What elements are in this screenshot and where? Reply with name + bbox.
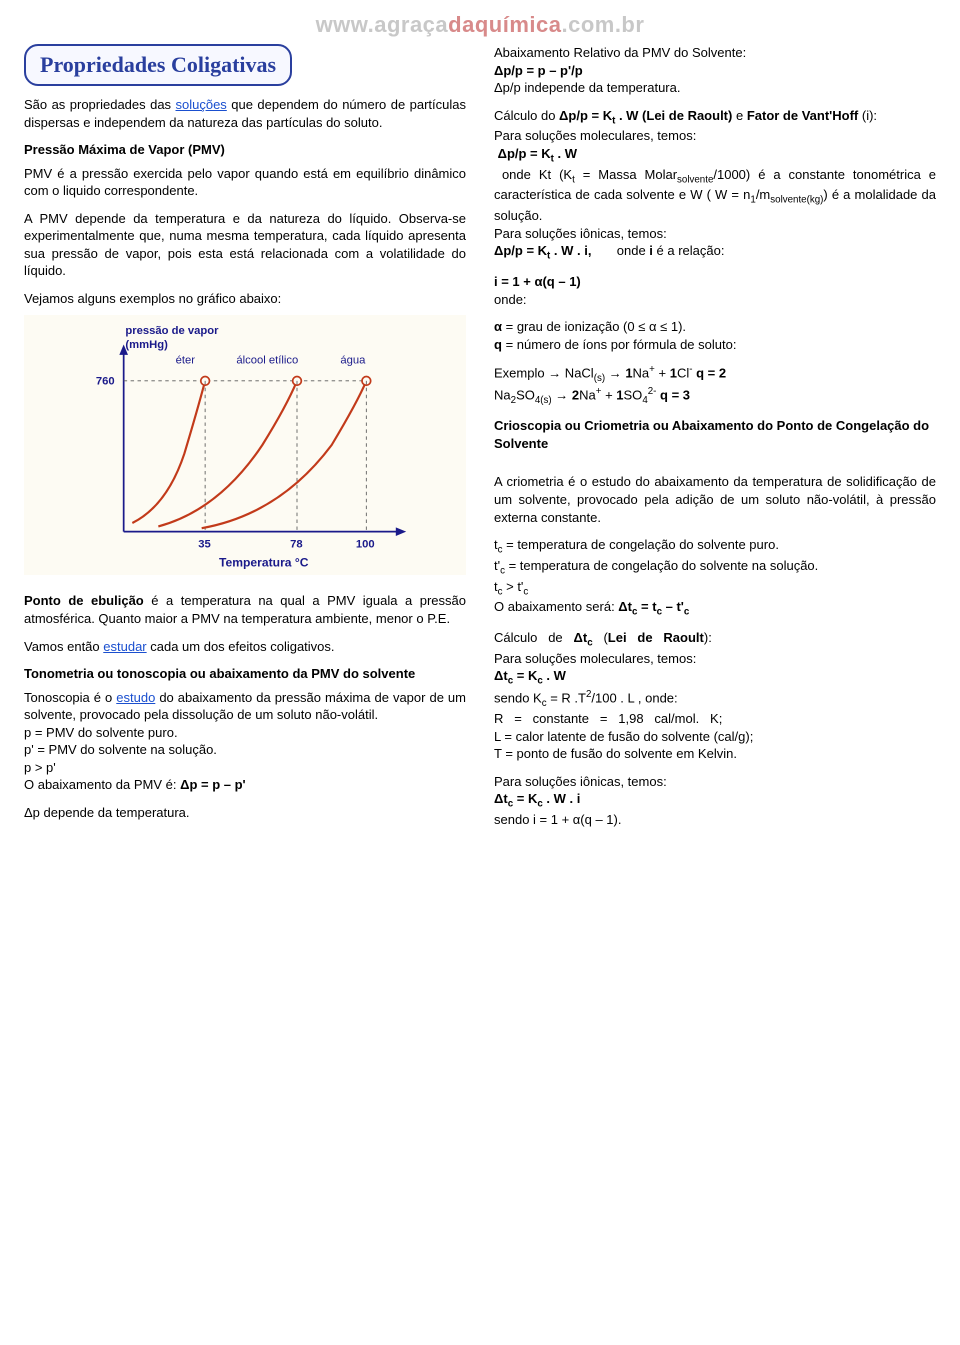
svg-text:35: 35 bbox=[198, 539, 211, 551]
svg-text:100: 100 bbox=[356, 539, 375, 551]
tonoscopia-paragraph: Tonoscopia é o estudo do abaixamento da … bbox=[24, 689, 466, 794]
link-estudo[interactable]: estudo bbox=[116, 690, 155, 705]
vapor-pressure-chart: pressão de vapor (mmHg) 760 éter álcool … bbox=[24, 315, 466, 575]
pmv-p2: A PMV depende da temperatura e da nature… bbox=[24, 210, 466, 280]
svg-text:álcool etílico: álcool etílico bbox=[236, 355, 298, 367]
crio-lines: tc = temperatura de congelação do solven… bbox=[494, 536, 936, 619]
i-eq-paragraph: i = 1 + α(q – 1) onde: bbox=[494, 273, 936, 308]
crio-calc: Cálculo de Δtc (Lei de Raoult): Para sol… bbox=[494, 629, 936, 763]
content-columns: Propriedades Coligativas São as propried… bbox=[24, 44, 936, 839]
page-title: Propriedades Coligativas bbox=[40, 52, 276, 78]
crio-ion: Para soluções iônicas, temos: Δtc = Kc .… bbox=[494, 773, 936, 829]
vamos-paragraph: Vamos então estudar cada um dos efeitos … bbox=[24, 638, 466, 656]
dp-temp: Δp depende da temperatura. bbox=[24, 804, 466, 822]
crioscopia-title: Crioscopia ou Criometria ou Abaixamento … bbox=[494, 417, 936, 452]
calc-paragraph: Cálculo do Δp/p = Kt . W (Lei de Raoult)… bbox=[494, 107, 936, 263]
link-solucoes[interactable]: soluções bbox=[176, 97, 227, 112]
svg-text:éter: éter bbox=[176, 355, 196, 367]
right-column: Abaixamento Relativo da PMV do Solvente:… bbox=[494, 44, 936, 839]
boiling-point-paragraph: Ponto de ebulição é a temperatura na qua… bbox=[24, 592, 466, 627]
left-column: Propriedades Coligativas São as propried… bbox=[24, 44, 466, 839]
svg-text:pressão de vapor: pressão de vapor bbox=[125, 326, 219, 338]
svg-text:água: água bbox=[340, 355, 366, 367]
watermark: www.agraçadaquímica.com.br bbox=[24, 12, 936, 38]
svg-text:760: 760 bbox=[96, 376, 115, 388]
svg-text:(mmHg): (mmHg) bbox=[125, 339, 168, 351]
pmv-title: Pressão Máxima de Vapor (PMV) bbox=[24, 141, 466, 159]
abx-paragraph: Abaixamento Relativo da PMV do Solvente:… bbox=[494, 44, 936, 97]
svg-text:Temperatura °C: Temperatura °C bbox=[219, 556, 309, 570]
title-box: Propriedades Coligativas bbox=[24, 44, 292, 86]
pmv-p1: PMV é a pressão exercida pelo vapor quan… bbox=[24, 165, 466, 200]
intro-paragraph: São as propriedades das soluções que dep… bbox=[24, 96, 466, 131]
svg-text:78: 78 bbox=[290, 539, 303, 551]
crio-p1: A criometria é o estudo do abaixamento d… bbox=[494, 473, 936, 526]
alpha-q-paragraph: α = grau de ionização (0 ≤ α ≤ 1). q = n… bbox=[494, 318, 936, 353]
example-paragraph: Exemplo → NaCl(s) → 1Na+ + 1Cl- q = 2 Na… bbox=[494, 363, 936, 407]
tonometria-title: Tonometria ou tonoscopia ou abaixamento … bbox=[24, 665, 466, 683]
link-estudar[interactable]: estudar bbox=[103, 639, 146, 654]
pmv-p3: Vejamos alguns exemplos no gráfico abaix… bbox=[24, 290, 466, 308]
